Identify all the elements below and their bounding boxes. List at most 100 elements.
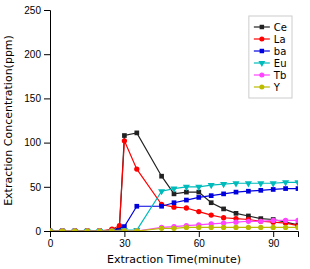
point: [295, 218, 298, 223]
legend: CeLabaEuTbY: [249, 16, 292, 98]
point: [271, 225, 276, 230]
legend-label: ba: [274, 46, 286, 57]
tick: 0: [35, 226, 50, 237]
point: [209, 193, 214, 198]
legend-label: Eu: [274, 58, 287, 69]
point: [134, 131, 139, 136]
legend-label: Y: [273, 82, 281, 93]
point: [122, 138, 127, 143]
point: [85, 229, 90, 231]
point: [184, 205, 189, 210]
series: [50, 131, 298, 231]
series: [50, 138, 298, 231]
point: [283, 218, 288, 223]
point: [50, 228, 53, 231]
tick: 60: [194, 231, 206, 249]
plot: 0306090050100150200250CeLabaEuTbY: [24, 5, 301, 249]
point: [85, 229, 90, 231]
point: [97, 229, 102, 231]
tick-mark: [44, 54, 50, 55]
tick: 90: [268, 231, 280, 249]
point: [50, 228, 53, 231]
point: [295, 225, 298, 230]
point: [59, 229, 66, 231]
point: [233, 225, 238, 230]
point: [72, 228, 77, 231]
point: [110, 229, 115, 231]
tick-mark: [44, 98, 50, 99]
legend-marker: [259, 36, 264, 41]
point: [258, 219, 263, 224]
tick-label: 150: [24, 93, 41, 104]
point: [221, 225, 226, 230]
tick-mark: [44, 10, 50, 11]
point: [271, 218, 276, 223]
point: [221, 207, 226, 212]
legend-item: Ce: [254, 22, 287, 33]
point: [296, 186, 298, 191]
point: [133, 228, 140, 231]
point: [184, 225, 189, 230]
x-axis: 0306090: [48, 231, 299, 249]
legend-item: Eu: [254, 58, 287, 69]
point: [85, 228, 90, 231]
tick-label: 30: [119, 238, 131, 249]
tick-mark: [44, 187, 50, 188]
point: [196, 195, 201, 200]
point: [196, 209, 201, 214]
tick-label: 60: [194, 238, 206, 249]
tick: 200: [24, 49, 50, 60]
point: [159, 225, 164, 230]
legend-marker: [258, 61, 265, 67]
point: [97, 228, 102, 231]
point: [134, 228, 139, 231]
point: [172, 200, 177, 205]
point: [209, 225, 214, 230]
point: [60, 229, 65, 231]
point: [72, 228, 77, 231]
legend-marker: [259, 84, 264, 89]
point: [209, 212, 214, 217]
point: [121, 228, 128, 231]
point: [134, 166, 139, 171]
tick-label: 0: [35, 226, 41, 237]
point: [134, 228, 139, 231]
point: [122, 133, 127, 138]
tick: 50: [30, 182, 50, 193]
point: [96, 229, 103, 231]
line: [50, 141, 298, 231]
legend-marker: [259, 72, 264, 77]
x-axis-title: Extraction Time(minute): [107, 253, 241, 266]
chart: 0306090050100150200250CeLabaEuTbYExtract…: [0, 0, 310, 269]
point: [257, 181, 264, 187]
point: [170, 187, 177, 193]
axis-line: [51, 232, 299, 238]
point: [233, 220, 238, 225]
tick-mark: [273, 231, 274, 237]
point: [195, 185, 202, 191]
tick-label: 250: [24, 5, 41, 16]
point: [109, 228, 114, 231]
series: [50, 218, 298, 231]
marks: [50, 131, 298, 231]
point: [84, 229, 91, 231]
axis-line: [44, 11, 51, 232]
point: [122, 228, 127, 231]
tick: 150: [24, 93, 50, 104]
point: [71, 229, 78, 231]
point: [270, 181, 277, 187]
point: [171, 226, 176, 231]
point: [159, 204, 164, 209]
tick-mark: [199, 231, 200, 237]
point: [159, 174, 164, 179]
point: [246, 219, 251, 224]
point: [183, 185, 190, 191]
series: [50, 225, 298, 231]
point: [294, 180, 298, 186]
point: [97, 228, 102, 231]
point: [283, 225, 288, 230]
tick-label: 50: [30, 182, 42, 193]
point: [60, 228, 65, 231]
legend-box: [249, 16, 292, 98]
tick-label: 100: [24, 137, 41, 148]
